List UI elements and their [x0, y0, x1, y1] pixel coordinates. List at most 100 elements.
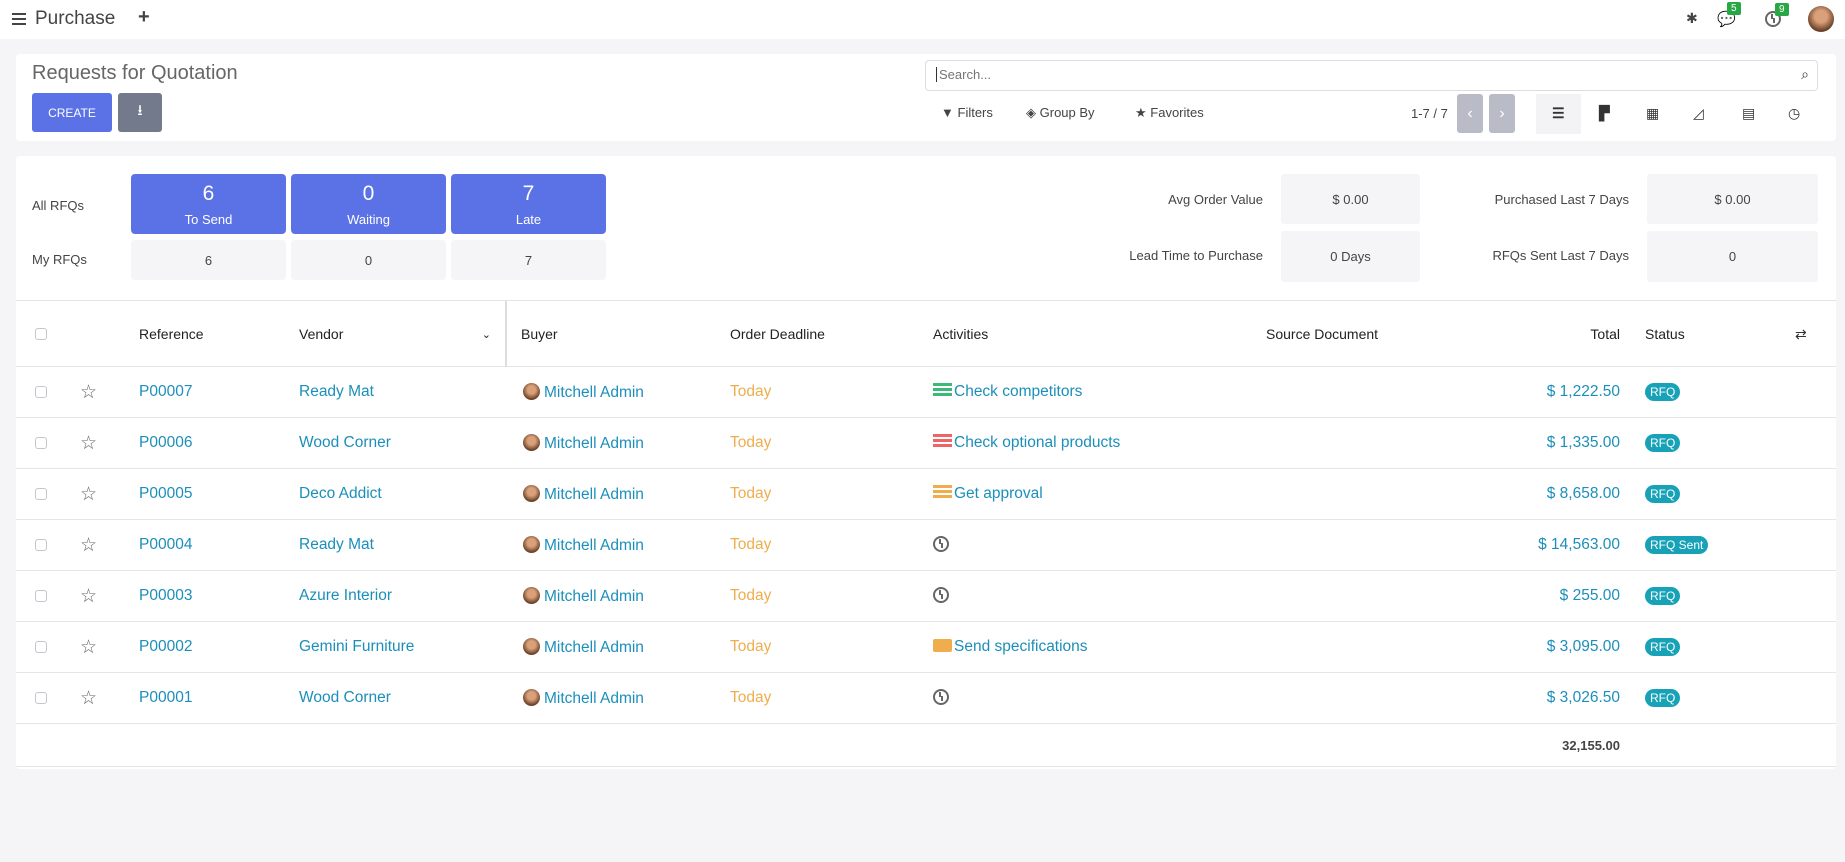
clock-icon[interactable] — [933, 587, 949, 603]
buyer[interactable]: Mitchell Admin — [507, 484, 730, 504]
star-icon[interactable]: ☆ — [80, 687, 98, 709]
activity[interactable]: Send specifications — [933, 638, 1266, 656]
buyer[interactable]: Mitchell Admin — [507, 433, 730, 453]
row-checkbox[interactable] — [35, 590, 47, 602]
list-view-icon[interactable]: ☰ — [1552, 105, 1565, 121]
row-checkbox[interactable] — [35, 386, 47, 398]
star-icon[interactable]: ☆ — [80, 534, 98, 556]
activity[interactable]: Check competitors — [933, 383, 1266, 401]
graph-view-icon[interactable]: ◿ — [1693, 105, 1704, 121]
reference[interactable]: P00001 — [139, 689, 193, 706]
activity-clock-icon[interactable]: 9 — [1765, 3, 1789, 27]
col-reference[interactable]: Reference — [139, 326, 204, 342]
col-activities[interactable]: Activities — [933, 326, 989, 342]
row-checkbox[interactable] — [35, 437, 47, 449]
reference[interactable]: P00004 — [139, 536, 193, 553]
chat-icon[interactable]: 💬 5 — [1717, 2, 1741, 28]
activity[interactable] — [933, 587, 1266, 605]
clock-icon[interactable] — [933, 689, 949, 705]
vendor[interactable]: Ready Mat — [299, 383, 374, 400]
activity-label: Send specifications — [954, 638, 1088, 655]
reference[interactable]: P00002 — [139, 638, 193, 655]
group-by-button[interactable]: ◈ Group By — [1026, 105, 1095, 121]
download-button[interactable]: ⭳ — [118, 93, 162, 132]
my-to-send[interactable]: 6 — [131, 240, 286, 280]
col-buyer[interactable]: Buyer — [521, 326, 558, 342]
row-checkbox[interactable] — [35, 539, 47, 551]
col-order-deadline[interactable]: Order Deadline — [730, 326, 825, 342]
table-row[interactable]: ☆ P00006 Wood Corner Mitchell Admin Toda… — [16, 418, 1836, 469]
table-row[interactable]: ☆ P00003 Azure Interior Mitchell Admin T… — [16, 571, 1836, 622]
star-icon[interactable]: ☆ — [80, 381, 98, 403]
bug-icon[interactable]: ✱ — [1686, 10, 1698, 26]
vendor[interactable]: Deco Addict — [299, 485, 382, 502]
activity[interactable] — [933, 689, 1266, 707]
activity-list-icon[interactable] — [933, 383, 952, 397]
buyer[interactable]: Mitchell Admin — [507, 586, 730, 606]
vendor[interactable]: Ready Mat — [299, 536, 374, 553]
reference[interactable]: P00007 — [139, 383, 193, 400]
app-title[interactable]: Purchase — [35, 8, 116, 29]
activity-view-icon[interactable]: ◷ — [1788, 105, 1801, 121]
vendor[interactable]: Wood Corner — [299, 689, 391, 706]
table-row[interactable]: ☆ P00001 Wood Corner Mitchell Admin Toda… — [16, 673, 1836, 724]
filters-button[interactable]: ▼ Filters — [941, 105, 993, 120]
col-total[interactable]: Total — [1590, 326, 1620, 342]
envelope-icon[interactable] — [933, 639, 952, 652]
plus-icon[interactable]: + — [138, 6, 150, 28]
top-navbar: Purchase + ✱ 💬 5 9 — [0, 0, 1845, 39]
activity-list-icon[interactable] — [933, 434, 952, 448]
pivot-view-icon[interactable]: ▦ — [1646, 105, 1660, 121]
search-icon[interactable]: ⌕ — [1801, 66, 1809, 82]
reference[interactable]: P00006 — [139, 434, 193, 451]
buyer[interactable]: Mitchell Admin — [507, 382, 730, 402]
buyer[interactable]: Mitchell Admin — [507, 637, 730, 657]
kanban-view-icon[interactable]: ▛ — [1599, 105, 1610, 121]
pager-value[interactable]: 1-7 / 7 — [1411, 106, 1448, 121]
my-late[interactable]: 7 — [451, 240, 606, 280]
activity[interactable] — [933, 536, 1266, 554]
vendor[interactable]: Wood Corner — [299, 434, 391, 451]
row-checkbox[interactable] — [35, 488, 47, 500]
reference[interactable]: P00003 — [139, 587, 193, 604]
user-avatar[interactable] — [1808, 6, 1834, 32]
tile-late[interactable]: 7 Late — [451, 174, 606, 234]
vendor[interactable]: Azure Interior — [299, 587, 393, 604]
my-waiting[interactable]: 0 — [291, 240, 446, 280]
vendor[interactable]: Gemini Furniture — [299, 638, 415, 655]
menu-icon[interactable] — [12, 13, 26, 25]
favorites-button[interactable]: ★ Favorites — [1135, 105, 1204, 121]
activity[interactable]: Get approval — [933, 485, 1266, 503]
table-row[interactable]: ☆ P00004 Ready Mat Mitchell Admin Today … — [16, 520, 1836, 571]
col-vendor[interactable]: Vendor ⌄ — [299, 301, 507, 367]
pager-next-button[interactable]: › — [1489, 94, 1515, 133]
tile-waiting[interactable]: 0 Waiting — [291, 174, 446, 234]
search-input[interactable] — [936, 67, 1776, 82]
row-checkbox[interactable] — [35, 641, 47, 653]
table-row[interactable]: ☆ P00002 Gemini Furniture Mitchell Admin… — [16, 622, 1836, 673]
star-icon[interactable]: ☆ — [80, 432, 98, 454]
pager-previous-button[interactable]: ‹ — [1457, 94, 1483, 133]
star-icon[interactable]: ☆ — [80, 636, 98, 658]
col-source-document[interactable]: Source Document — [1266, 326, 1379, 342]
clock-icon[interactable] — [933, 536, 949, 552]
table-row[interactable]: ☆ P00007 Ready Mat Mitchell Admin Today … — [16, 367, 1836, 418]
activity-list-icon[interactable] — [933, 485, 952, 499]
tile-to-send[interactable]: 6 To Send — [131, 174, 286, 234]
star-icon[interactable]: ☆ — [80, 585, 98, 607]
col-status[interactable]: Status — [1645, 326, 1685, 342]
star-icon[interactable]: ☆ — [80, 483, 98, 505]
create-button[interactable]: CREATE — [32, 93, 112, 132]
reference[interactable]: P00005 — [139, 485, 193, 502]
activity[interactable]: Check optional products — [933, 434, 1266, 452]
calendar-view-icon[interactable]: ▤ — [1742, 105, 1756, 121]
table-row[interactable]: ☆ P00005 Deco Addict Mitchell Admin Toda… — [16, 469, 1836, 520]
buyer[interactable]: Mitchell Admin — [507, 535, 730, 555]
row-checkbox[interactable] — [35, 692, 47, 704]
select-all-checkbox[interactable] — [35, 328, 47, 340]
rfqs-sent: 0 — [1647, 231, 1818, 282]
buyer[interactable]: Mitchell Admin — [507, 688, 730, 708]
lead-time: 0 Days — [1281, 231, 1420, 282]
optional-columns-icon[interactable]: ⇄ — [1795, 325, 1807, 342]
search-box[interactable]: ⌕ — [925, 60, 1818, 91]
